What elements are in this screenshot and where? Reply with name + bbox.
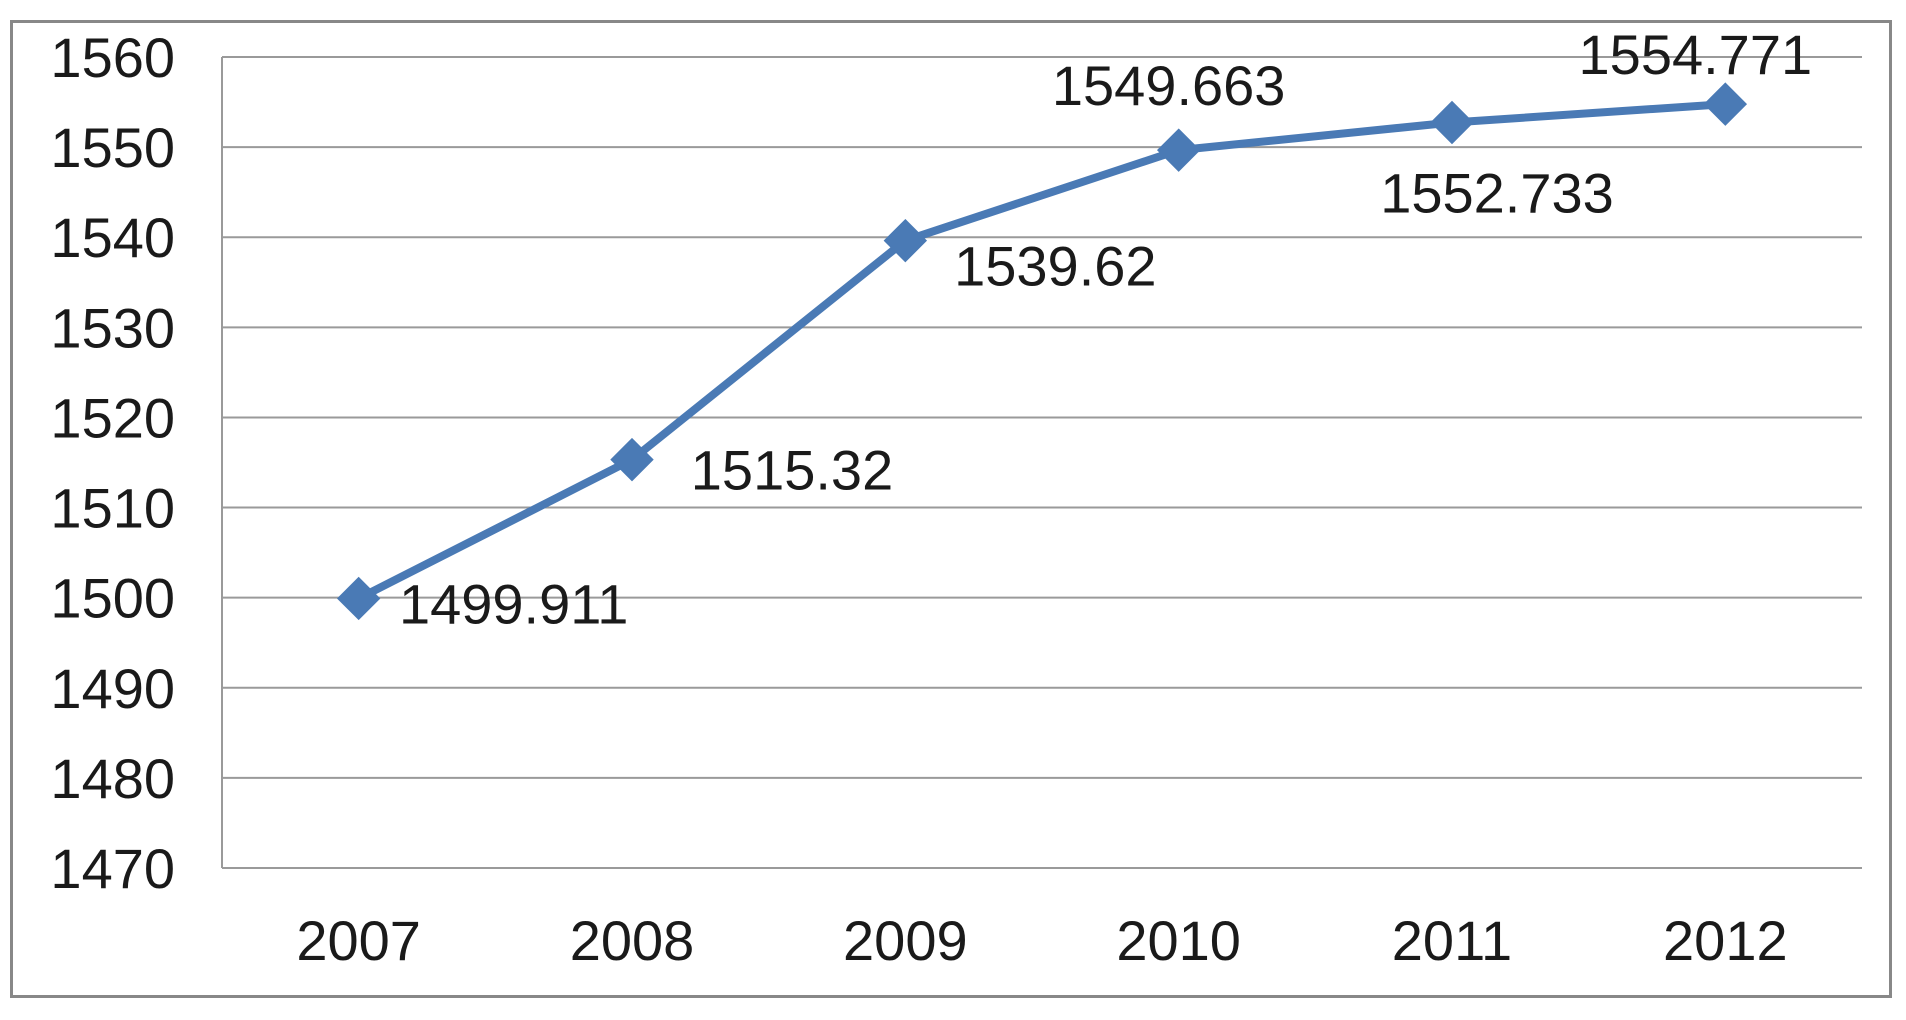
marker-2007 [336,576,381,621]
y-tick-label-1490: 1490 [50,657,175,720]
x-axis-tick-labels: 2007 2008 2009 2010 2011 2012 [296,909,1787,972]
x-tick-label-2011: 2011 [1392,909,1512,972]
y-tick-label-1510: 1510 [50,477,175,540]
y-tick-label-1540: 1540 [50,206,175,269]
y-tick-label-1500: 1500 [50,567,175,630]
data-label-2012: 1554.771 [1579,23,1813,86]
marker-2012 [1703,82,1748,126]
data-label-2008: 1515.32 [691,439,893,502]
data-label-2007: 1499.911 [399,572,628,635]
marker-2008 [610,437,654,482]
y-axis-tick-labels: 1470 1480 1490 1500 1510 1520 1530 1540 1550 1560 [50,26,175,900]
x-tick-label-2009: 2009 [843,909,968,972]
x-tick-label-2012: 2012 [1663,909,1788,972]
data-label-2010: 1549.663 [1052,54,1286,117]
data-labels: 1499.911 1515.32 1539.62 1549.663 1552.733 15… [399,23,1812,635]
x-tick-label-2007: 2007 [296,909,421,972]
chart-frame [10,20,1892,998]
gridlines [222,56,1862,779]
series-polyline [356,100,1726,603]
y-tick-label-1550: 1550 [50,116,175,179]
data-label-2011: 1552.733 [1380,161,1614,224]
y-tick-label-1480: 1480 [50,747,175,810]
y-tick-label-1530: 1530 [50,296,175,359]
series-markers [336,82,1748,621]
series-line [356,100,1726,603]
x-tick-label-2010: 2010 [1116,909,1241,972]
x-tick-label-2008: 2008 [570,909,695,972]
y-tick-label-1470: 1470 [50,837,175,900]
marker-2009 [883,218,928,263]
axes [221,57,1862,869]
data-label-2009: 1539.62 [954,235,1156,298]
y-tick-label-1520: 1520 [50,386,175,449]
marker-2011 [1430,100,1474,145]
marker-2010 [1156,128,1201,172]
y-tick-label-1560: 1560 [50,26,175,89]
